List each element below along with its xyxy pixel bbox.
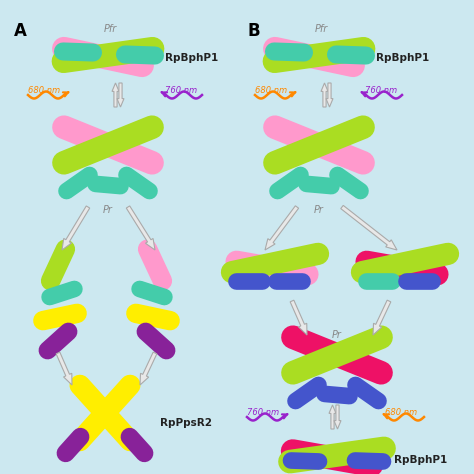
Polygon shape (140, 352, 157, 385)
Polygon shape (112, 83, 119, 107)
Polygon shape (56, 352, 72, 385)
Polygon shape (329, 405, 336, 429)
Text: RpPpsR2: RpPpsR2 (160, 418, 212, 428)
Polygon shape (326, 83, 333, 107)
Polygon shape (290, 300, 307, 335)
Polygon shape (126, 206, 155, 250)
Polygon shape (334, 405, 341, 429)
Text: Pfr: Pfr (103, 24, 117, 34)
Polygon shape (117, 83, 124, 107)
Text: 680 nm: 680 nm (385, 408, 417, 417)
Polygon shape (373, 300, 391, 335)
Text: Pfr: Pfr (314, 24, 328, 34)
Polygon shape (341, 205, 397, 250)
Text: Pr: Pr (103, 205, 113, 215)
Text: B: B (248, 22, 261, 40)
Text: 760 nm: 760 nm (165, 86, 197, 95)
Text: 680 nm: 680 nm (28, 86, 60, 95)
Text: Pr: Pr (314, 205, 324, 215)
Text: RpBphP1: RpBphP1 (394, 455, 447, 465)
Text: 760 nm: 760 nm (365, 86, 397, 95)
Polygon shape (265, 206, 299, 250)
Text: RpBphP1: RpBphP1 (376, 53, 429, 63)
Text: Pr: Pr (332, 330, 342, 340)
Polygon shape (321, 83, 328, 107)
Text: RpBphP1: RpBphP1 (165, 53, 218, 63)
Text: A: A (14, 22, 27, 40)
Text: 760 nm: 760 nm (247, 408, 279, 417)
Text: 680 nm: 680 nm (255, 86, 287, 95)
Polygon shape (62, 206, 90, 250)
